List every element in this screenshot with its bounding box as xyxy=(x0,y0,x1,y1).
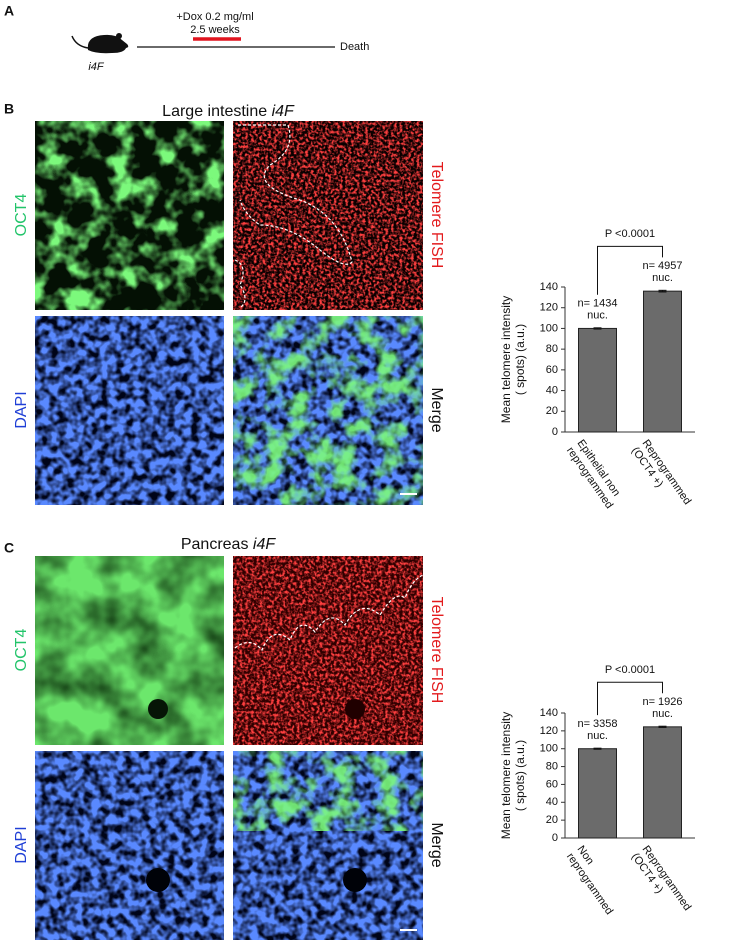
y-axis-label-line: ( spots) (a.u.) xyxy=(513,324,527,395)
y-tick-label: 0 xyxy=(552,426,558,438)
micrographs xyxy=(35,556,424,940)
duration: 2.5 weeks xyxy=(190,24,240,36)
significance-label: P <0.0001 xyxy=(605,228,655,240)
bar xyxy=(643,726,682,839)
panel-label: A xyxy=(4,3,14,19)
y-tick-label: 60 xyxy=(546,364,558,376)
y-axis-label-line: Mean telomere intensity xyxy=(499,296,513,423)
y-tick-label: 80 xyxy=(546,760,558,772)
genotype: i4F xyxy=(272,103,295,120)
channel-label: OCT4 xyxy=(13,629,30,672)
y-tick-label: 40 xyxy=(546,384,558,396)
y-tick-label: 140 xyxy=(540,281,558,293)
y-tick-label: 100 xyxy=(540,322,558,334)
y-tick-label: 100 xyxy=(540,743,558,755)
y-axis-label-line: ( spots) (a.u.) xyxy=(513,740,527,811)
micrographs xyxy=(35,121,423,505)
endpoint: Death xyxy=(340,41,369,53)
channel-label: DAPI xyxy=(13,391,30,428)
genotype: i4F xyxy=(253,536,276,553)
channel-label: DAPI xyxy=(13,826,30,863)
channel-label: Telomere FISH xyxy=(428,162,445,269)
y-tick-label: 20 xyxy=(546,814,558,826)
n-label: n= 1926 xyxy=(642,696,682,708)
y-tick-label: 120 xyxy=(540,302,558,314)
significance-bracket xyxy=(597,245,663,295)
treatment: +Dox 0.2 mg/ml xyxy=(176,11,253,23)
panel-label: C xyxy=(4,540,14,556)
bar xyxy=(578,748,617,839)
n-label: nuc. xyxy=(652,708,673,720)
channel-label: Telomere FISH xyxy=(428,597,445,704)
n-label: nuc. xyxy=(587,310,608,322)
y-tick-label: 20 xyxy=(546,405,558,417)
channel-label: Merge xyxy=(428,387,445,432)
channel-label: OCT4 xyxy=(13,194,30,237)
n-label: n= 1434 xyxy=(577,298,617,310)
x-tick-label: Reprogrammed(OCT4 +) xyxy=(629,844,693,921)
x-tick-label: Nonreprogrammed xyxy=(564,844,626,917)
channel-label: Merge xyxy=(428,822,445,867)
panel-label: B xyxy=(4,101,14,117)
bar xyxy=(643,290,682,433)
y-tick-label: 120 xyxy=(540,725,558,737)
y-axis-label: Mean telomere intensity( spots) (a.u.) xyxy=(499,712,527,839)
bar xyxy=(578,327,617,433)
tissue: Pancreas xyxy=(181,536,249,553)
panel-title: Pancreas i4F xyxy=(181,536,277,553)
y-axis-label: Mean telomere intensity( spots) (a.u.) xyxy=(499,296,527,423)
y-tick-label: 0 xyxy=(552,832,558,844)
y-tick-label: 60 xyxy=(546,778,558,790)
significance-bracket xyxy=(597,681,663,716)
x-tick-label: Epithelial nonreprogrammed xyxy=(564,438,626,511)
y-axis-label-line: Mean telomere intensity xyxy=(499,712,513,839)
panel-title: Large intestine i4F xyxy=(162,103,295,120)
mouse-label: i4F xyxy=(88,61,105,73)
y-tick-label: 80 xyxy=(546,343,558,355)
x-tick-label: Reprogrammed(OCT4 +) xyxy=(629,438,693,515)
n-label: n= 3358 xyxy=(577,718,617,730)
y-tick-label: 40 xyxy=(546,796,558,808)
n-label: nuc. xyxy=(587,730,608,742)
significance-label: P <0.0001 xyxy=(605,664,655,676)
mouse-icon xyxy=(71,33,129,54)
tissue: Large intestine xyxy=(162,103,267,120)
n-label: nuc. xyxy=(652,272,673,284)
n-label: n= 4957 xyxy=(642,260,682,272)
y-tick-label: 140 xyxy=(540,707,558,719)
